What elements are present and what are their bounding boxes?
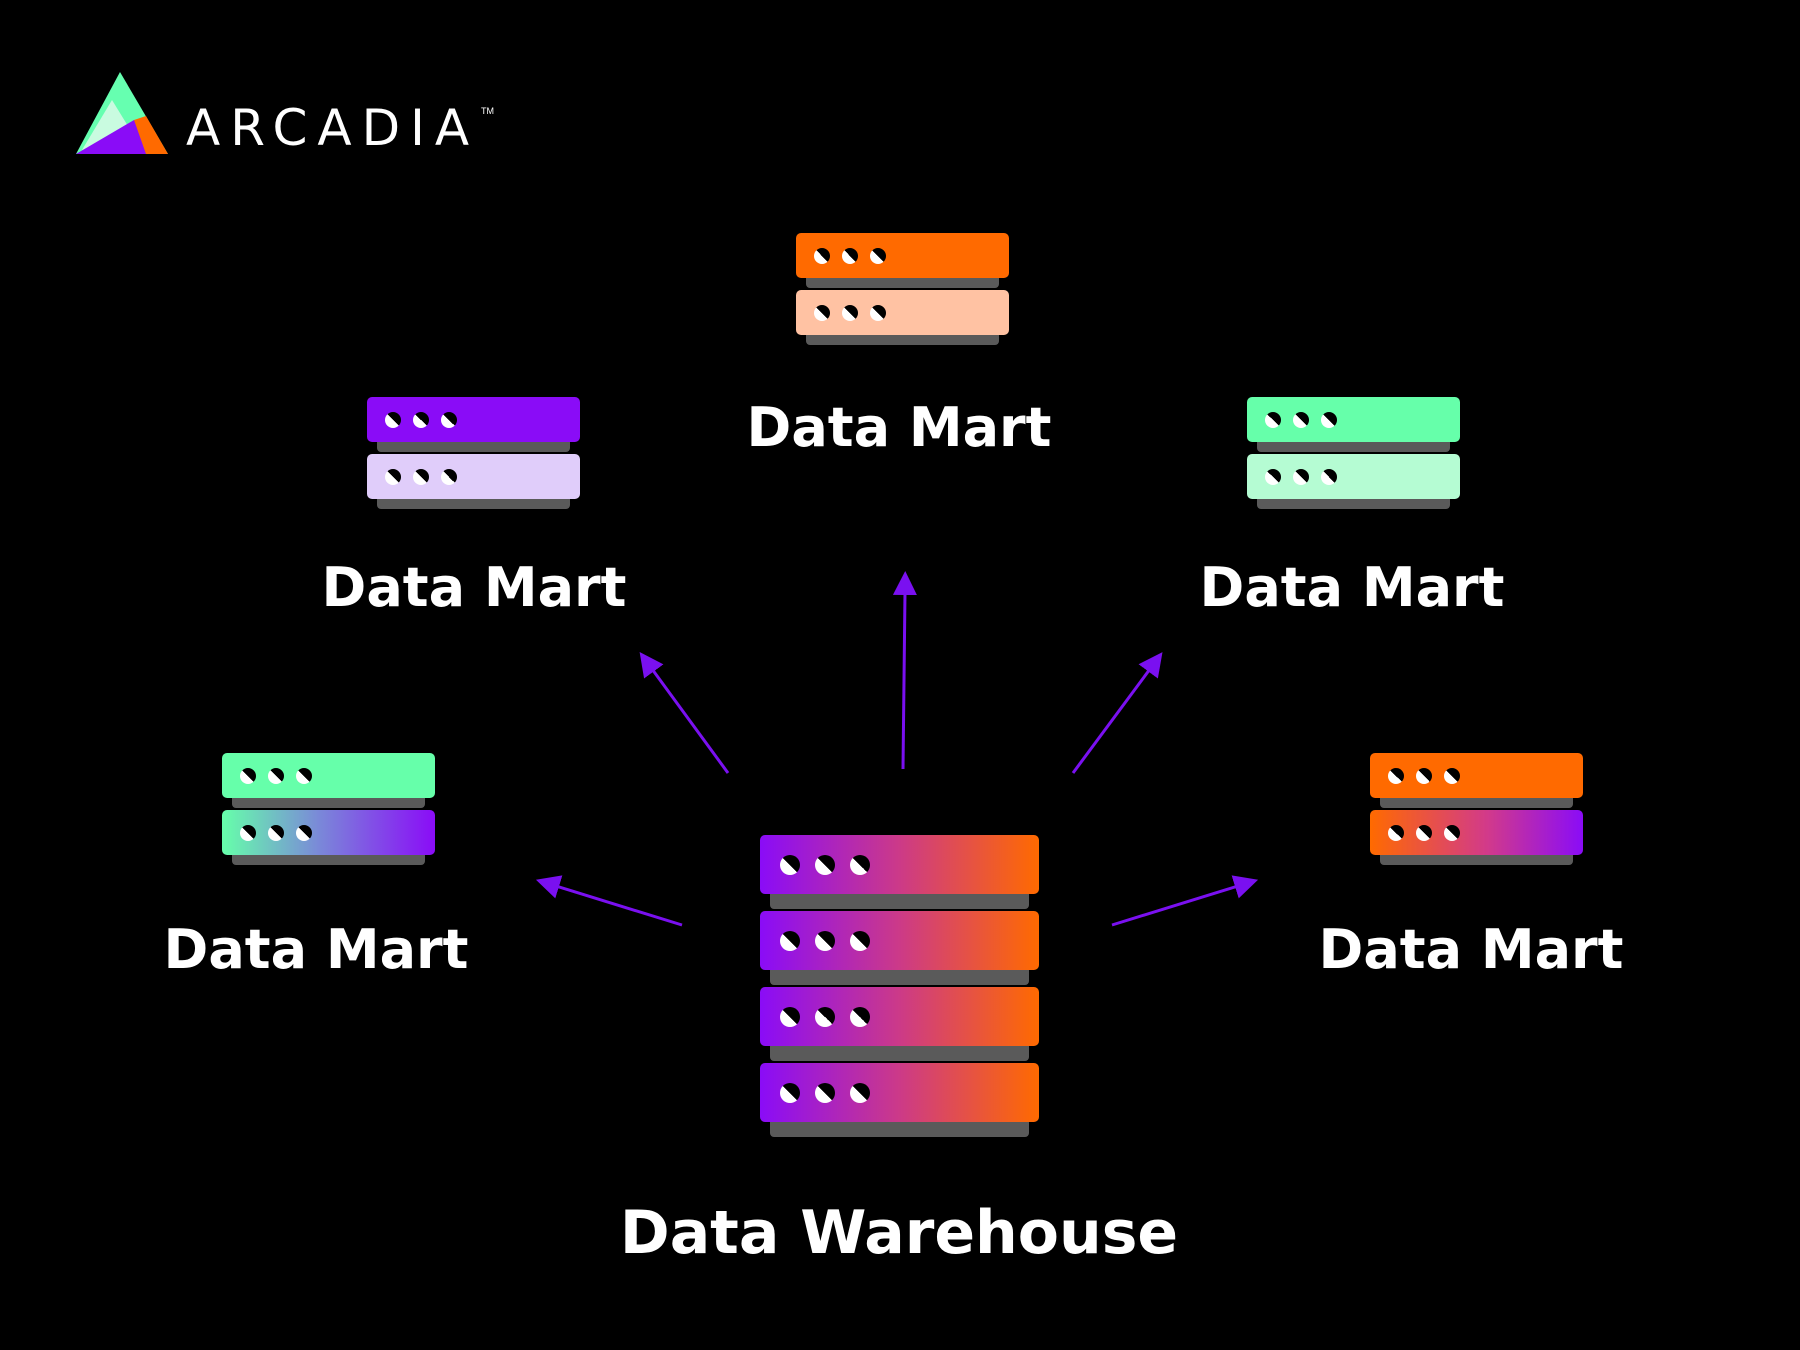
arrow <box>1071 652 1163 774</box>
status-light-icon <box>814 247 830 264</box>
status-light-icon <box>413 468 429 485</box>
status-light-icon <box>296 767 312 784</box>
mart-label-lower-left: Data Mart <box>163 918 469 981</box>
status-light-icon <box>842 247 858 264</box>
status-light-icon <box>385 468 401 485</box>
server-unit <box>222 810 435 855</box>
server-unit <box>760 911 1039 970</box>
server-unit <box>1247 397 1460 442</box>
arrow <box>892 571 917 770</box>
data-mart-server-upper-left <box>367 397 580 511</box>
status-light-icon <box>441 411 457 428</box>
status-light-icon <box>1388 767 1404 784</box>
status-light-icon <box>814 304 830 321</box>
status-light-icon <box>240 824 256 841</box>
server-unit <box>1247 454 1460 499</box>
status-light-icon <box>1416 767 1432 784</box>
status-light-icon <box>850 1082 870 1103</box>
status-light-icon <box>850 854 870 875</box>
status-light-icon <box>240 767 256 784</box>
status-light-icon <box>780 854 800 875</box>
mart-label-lower-right: Data Mart <box>1318 918 1624 981</box>
status-light-icon <box>1444 767 1460 784</box>
server-base <box>770 966 1029 985</box>
status-light-icon <box>268 767 284 784</box>
data-mart-server-upper-right <box>1247 397 1460 511</box>
logo-trademark: TM <box>481 106 495 116</box>
mart-label-upper-right: Data Mart <box>1199 556 1505 619</box>
server-unit <box>760 1063 1039 1122</box>
status-light-icon <box>1388 824 1404 841</box>
status-light-icon <box>441 468 457 485</box>
mart-label-upper-left: Data Mart <box>321 556 627 619</box>
server-unit <box>760 987 1039 1046</box>
server-unit <box>796 290 1009 335</box>
status-light-icon <box>1293 411 1309 428</box>
status-light-icon <box>815 1006 835 1027</box>
server-base <box>770 890 1029 909</box>
status-light-icon <box>1265 468 1281 485</box>
data-mart-server-top <box>796 233 1009 347</box>
status-light-icon <box>268 824 284 841</box>
status-light-icon <box>815 930 835 951</box>
status-light-icon <box>780 1006 800 1027</box>
warehouse-label: Data Warehouse <box>619 1198 1179 1268</box>
server-base <box>770 1118 1029 1137</box>
status-light-icon <box>780 930 800 951</box>
status-light-icon <box>1321 411 1337 428</box>
data-mart-server-lower-left <box>222 753 435 867</box>
arrow <box>1111 875 1259 927</box>
logo-wordmark-row: ARCADIA TM <box>186 100 494 156</box>
status-light-icon <box>1416 824 1432 841</box>
status-light-icon <box>780 1082 800 1103</box>
status-light-icon <box>296 824 312 841</box>
status-light-icon <box>413 411 429 428</box>
arrow <box>535 875 683 927</box>
status-light-icon <box>850 930 870 951</box>
data-mart-server-lower-right <box>1370 753 1583 867</box>
server-unit <box>367 454 580 499</box>
mart-label-top: Data Mart <box>746 396 1052 459</box>
data-warehouse-server <box>760 835 1039 1139</box>
arrow <box>639 652 730 774</box>
status-light-icon <box>850 1006 870 1027</box>
logo-triangle-icon <box>76 72 168 154</box>
status-light-icon <box>842 304 858 321</box>
status-light-icon <box>1293 468 1309 485</box>
server-unit <box>1370 753 1583 798</box>
server-unit <box>760 835 1039 894</box>
server-unit <box>1370 810 1583 855</box>
status-light-icon <box>1321 468 1337 485</box>
server-unit <box>367 397 580 442</box>
status-light-icon <box>815 854 835 875</box>
status-light-icon <box>1444 824 1460 841</box>
status-light-icon <box>870 247 886 264</box>
status-light-icon <box>815 1082 835 1103</box>
server-unit <box>796 233 1009 278</box>
status-light-icon <box>385 411 401 428</box>
server-unit <box>222 753 435 798</box>
server-base <box>770 1042 1029 1061</box>
logo-wordmark: ARCADIA <box>186 99 480 157</box>
status-light-icon <box>870 304 886 321</box>
status-light-icon <box>1265 411 1281 428</box>
